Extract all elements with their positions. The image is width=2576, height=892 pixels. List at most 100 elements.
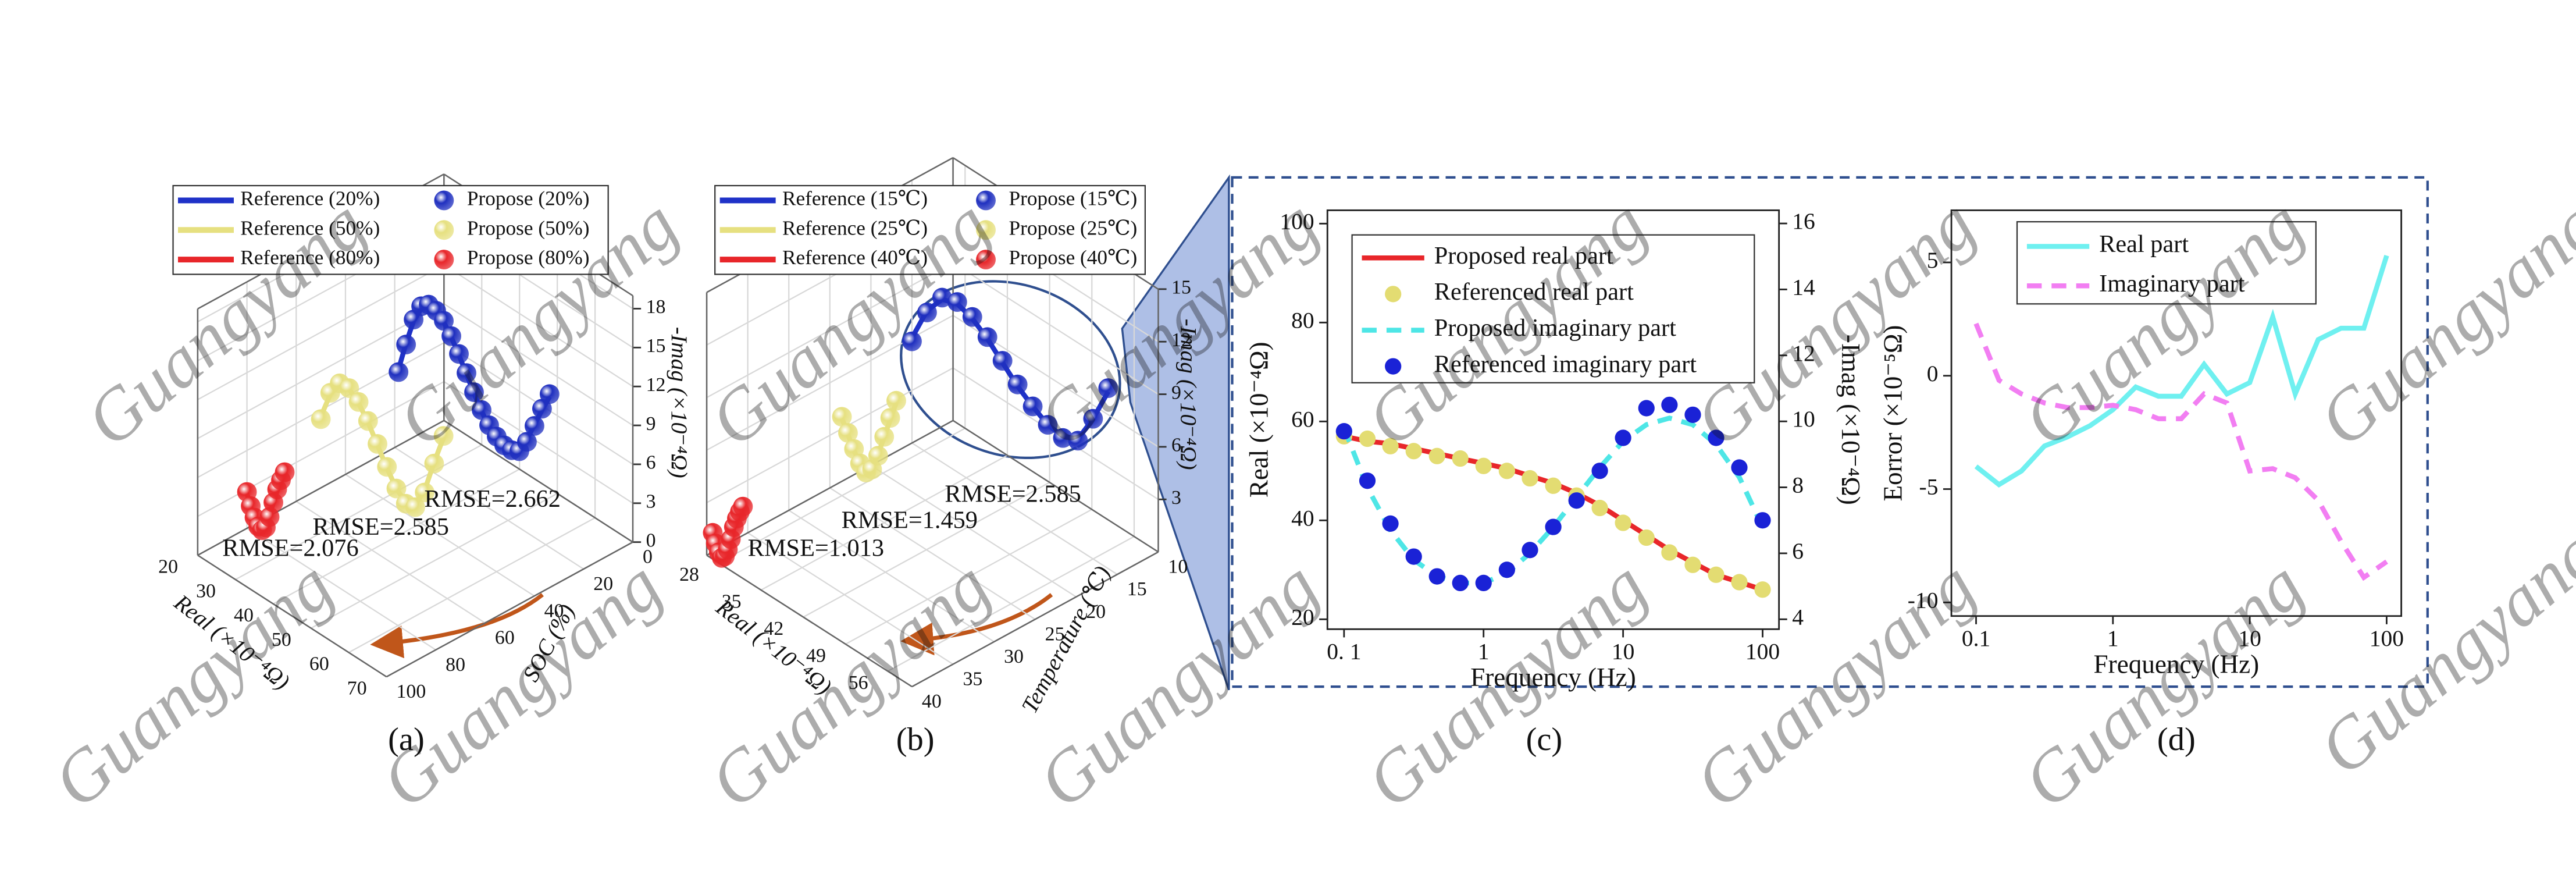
x-tick-label: 60: [309, 653, 329, 675]
y-tick-label: 12: [646, 374, 666, 396]
legend-label: Propose (20%): [467, 187, 590, 210]
proposed-point: [457, 363, 476, 383]
data-point: [1731, 459, 1748, 476]
grid-line: [311, 493, 558, 629]
y-tick-label: 15: [646, 335, 666, 357]
z-tick-label: 20: [1086, 601, 1106, 623]
legend-label: Propose (40℃): [1009, 246, 1138, 269]
y-axis-title: Real (×10⁻⁴Ω): [1245, 342, 1274, 497]
y-tick-label: -10: [1908, 587, 1939, 613]
data-line: [1973, 322, 2388, 581]
proposed-point: [377, 457, 397, 477]
legend-label: Proposed real part: [1434, 242, 1613, 269]
y2-axis-title: -Imag (×10⁻⁴Ω): [1836, 335, 1865, 505]
data-point: [1638, 400, 1655, 417]
x-tick-label: 35: [722, 591, 742, 612]
data-point: [1359, 472, 1376, 489]
data-point: [1731, 574, 1748, 591]
data-point: [1522, 470, 1538, 487]
x-axis-title: Frequency (Hz): [1470, 663, 1636, 692]
legend-ball: [434, 220, 454, 240]
y-tick-label: 9: [1171, 382, 1181, 403]
proposed-point: [449, 344, 469, 364]
rmse-annotation: RMSE=2.585: [945, 480, 1081, 507]
data-point: [1591, 463, 1608, 479]
data-point: [1498, 463, 1515, 479]
z-tick-label: 40: [544, 600, 564, 621]
x-axis-title: Frequency (Hz): [2094, 650, 2260, 679]
y2-tick-label: 6: [1792, 538, 1804, 564]
grid-line: [706, 367, 954, 503]
data-point: [1615, 429, 1631, 446]
proposed-point: [368, 434, 387, 454]
legend-marker: [1385, 358, 1402, 375]
y-tick-label: 5: [1927, 247, 1939, 273]
y2-tick-label: 10: [1792, 406, 1815, 432]
z-tick-label: 40: [922, 691, 942, 712]
data-point: [1452, 450, 1469, 467]
data-point: [1475, 574, 1492, 592]
x-tick-label: 10: [2238, 626, 2261, 651]
data-point: [1754, 512, 1771, 529]
y2-tick-label: 12: [1792, 340, 1815, 366]
proposed-point: [838, 423, 858, 443]
axis-frame: [443, 420, 633, 543]
proposed-point: [396, 335, 416, 355]
y-tick-label: 15: [1171, 277, 1191, 298]
y-tick-label: 18: [646, 296, 666, 318]
x-tick-label: 49: [806, 645, 826, 666]
proposed-point: [1083, 408, 1103, 429]
y-tick-label: -5: [1919, 474, 1939, 500]
plot-frame: [1326, 209, 1780, 630]
z-tick-label: 30: [1004, 646, 1024, 667]
z-tick-label: 20: [593, 573, 613, 595]
proposed-point: [464, 382, 484, 402]
x-tick-label: 70: [347, 678, 367, 699]
x-tick-label: 40: [234, 605, 254, 626]
proposed-point: [733, 496, 753, 517]
proposed-point: [348, 392, 369, 412]
data-point: [1568, 492, 1585, 509]
proposed-point: [947, 292, 967, 312]
panel-label: (b): [896, 722, 935, 758]
proposed-point: [1022, 396, 1043, 417]
proposed-point: [868, 446, 888, 466]
axis-frame: [911, 551, 1159, 688]
legend-box: [714, 184, 1146, 275]
z-tick-label: 0: [643, 546, 653, 568]
z-tick-label: 100: [397, 681, 426, 702]
trend-arrow: [900, 593, 1053, 656]
proposed-point: [311, 409, 331, 429]
y-tick-label: 12: [1171, 329, 1191, 351]
data-point: [1335, 423, 1352, 440]
proposed-point: [880, 408, 900, 428]
data-point: [1708, 429, 1725, 446]
grid-line: [197, 303, 444, 439]
proposed-point: [339, 378, 359, 398]
proposed-point: [886, 390, 906, 411]
x-tick-label: 42: [764, 618, 783, 639]
rmse-annotation: RMSE=2.662: [424, 485, 560, 513]
legend-ball: [976, 220, 996, 240]
rmse-annotation: RMSE=2.076: [222, 534, 358, 562]
data-point: [1684, 556, 1701, 573]
x-tick-label: 1: [2107, 626, 2119, 651]
panel-label: (c): [1526, 722, 1563, 758]
data-point: [1428, 568, 1445, 585]
grid-line: [345, 474, 535, 597]
data-point: [1545, 518, 1562, 535]
proposed-point: [1098, 378, 1118, 398]
data-point: [1615, 514, 1631, 531]
data-point: [1452, 574, 1469, 592]
x-tick-label: 100: [2370, 626, 2404, 651]
data-point: [1684, 406, 1701, 423]
grid-line: [706, 262, 954, 399]
y-axis-title: Eorror (×10⁻⁵Ω): [1878, 325, 1907, 502]
data-point: [1638, 529, 1655, 546]
data-point: [1522, 542, 1538, 559]
data-point: [1475, 457, 1492, 474]
grid-line: [443, 303, 633, 427]
x-tick-label: 100: [1745, 639, 1780, 664]
x-tick-label: 10: [1612, 639, 1635, 664]
